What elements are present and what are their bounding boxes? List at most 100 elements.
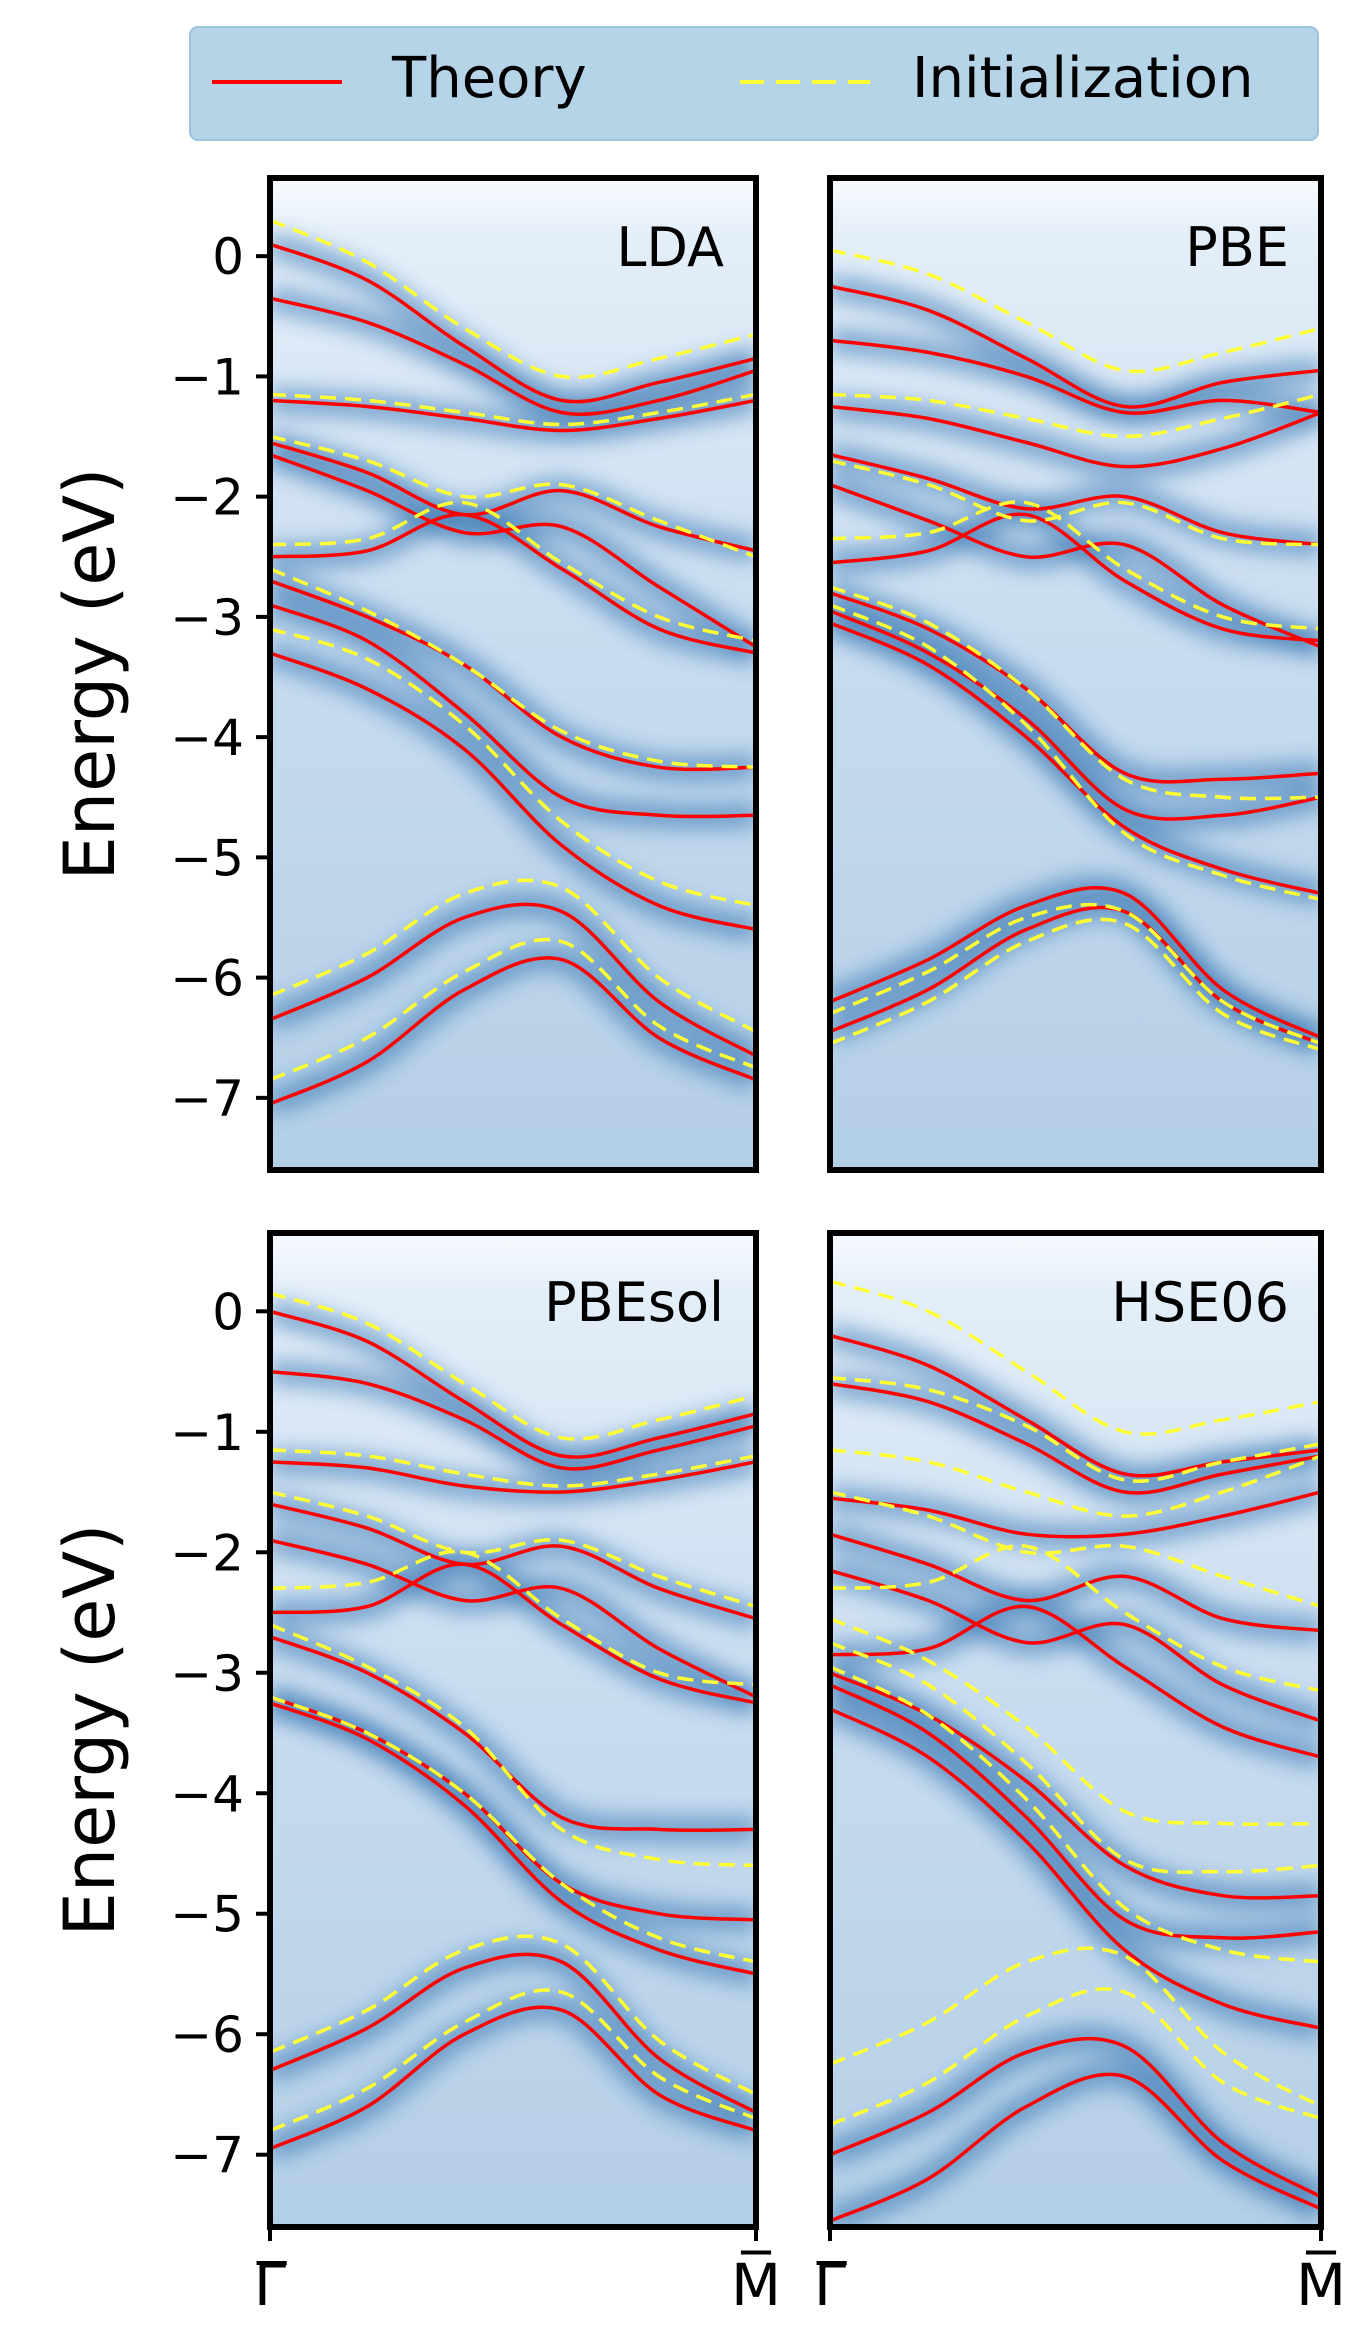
theory-band [270,2005,756,2151]
y-tick-label: 0 [212,1283,244,1341]
initialization-band [270,937,756,1082]
y-tick-label: −3 [170,589,244,647]
theory-band [270,296,756,416]
theory-band [270,1502,756,1621]
plot-area [270,1291,756,2161]
y-tick-label: −4 [170,709,244,767]
panel-label: PBE [1185,216,1289,279]
legend-init-label: Initialization [912,46,1254,111]
y-tick-label: −3 [170,1645,244,1703]
y-tick-label: −1 [170,1404,244,1462]
initialization-band [270,627,756,908]
x-tick-label: Γ̅ [814,2251,847,2319]
axes-frame [267,175,759,1173]
initialization-band [830,917,1321,1052]
theory-band [830,482,1321,649]
theory-band [830,621,1321,896]
initialization-band [270,1622,756,1868]
legend-theory-label: Theory [391,46,587,111]
initialization-band [830,1616,1321,1827]
theory-band [270,242,756,404]
theory-band [830,338,1321,415]
y-axis-label: Energy (eV) [49,468,131,881]
theory-band [270,579,756,772]
theory-band [270,512,756,655]
panel-label: LDA [616,216,724,279]
initialization-band [830,1987,1321,2127]
theory-band [270,398,756,433]
theory-band [830,1333,1321,1478]
theory-band [270,1952,756,2115]
initialization-band [830,392,1321,439]
panel-label: PBEsol [544,1271,724,1334]
panel-lda: LDA 0 −1 −2 −3 −4 −5 −6 −7 Energy (eV) [49,175,759,1173]
initialization-band [830,902,1321,1046]
theory-band [830,1381,1321,1495]
x-tick-label: M̅ [1296,2249,1346,2319]
theory-band [830,2072,1321,2223]
y-tick-label: −7 [170,2127,244,2185]
legend: Theory Initialization [189,26,1319,141]
theory-band [830,1532,1321,1633]
y-tick-label: −1 [170,348,244,406]
theory-band [830,1604,1321,1759]
y-tick-label: −2 [170,469,244,527]
panel-pbe: PBE [827,175,1324,1173]
initialization-band [270,878,756,1034]
theory-band [830,512,1321,643]
y-tick-label: −2 [170,1524,244,1582]
theory-band [270,1460,756,1494]
theory-band [830,1671,1321,1900]
theory-band [830,886,1321,1040]
y-tick-label: 0 [212,228,244,286]
panel-label: HSE06 [1111,1271,1289,1334]
theory-band [270,956,756,1106]
initialization-band [270,500,756,643]
axes-frame [267,1230,759,2230]
initialization-band [270,434,756,559]
initialization-band [830,1946,1321,2109]
theory-band [830,2036,1321,2199]
theory-band [270,1562,756,1705]
theory-band [830,609,1321,821]
theory-band [830,1683,1321,1940]
panels: LDA 0 −1 −2 −3 −4 −5 −6 −7 Energy (eV) PBE PBEsol 0 −… [49,175,1346,2319]
theory-band [270,1538,756,1699]
initialization-band [830,603,1321,902]
initialization-band [830,500,1321,631]
plot-area [830,1279,1321,2227]
plot-area [830,248,1321,1056]
theory-band [270,1701,756,1976]
initialization-band [830,248,1321,374]
plot-area [270,218,756,1116]
y-tick-label: −7 [170,1070,244,1128]
panel-hse06: HSE06 Γ̅ M̅ [814,1230,1346,2319]
axes-frame [827,1230,1324,2230]
theory-band [830,1707,1321,2030]
initialization-band [830,1665,1321,1964]
initialization-band [270,218,756,380]
initialization-band [270,392,756,427]
initialization-band [830,1448,1321,1518]
initialization-band [270,1988,756,2133]
x-tick-label: Γ̅ [254,2251,287,2319]
theory-band [830,1490,1321,1539]
initialization-band [270,1549,756,1687]
initialization-band [270,567,756,769]
theory-band [270,1369,756,1471]
theory-band [270,651,756,932]
initialization-band [830,585,1321,801]
y-tick-label: −4 [170,1765,244,1823]
initialization-band [270,1490,756,1609]
theory-band [270,902,756,1058]
initialization-band [270,1291,756,1441]
initialization-band [270,1934,756,2097]
theory-band [830,452,1321,547]
y-tick-label: −6 [170,2006,244,2064]
theory-band [830,404,1321,469]
initialization-band [270,1695,756,1964]
initialization-band [830,1490,1321,1609]
theory-band [270,603,756,819]
initialization-band [830,458,1321,547]
